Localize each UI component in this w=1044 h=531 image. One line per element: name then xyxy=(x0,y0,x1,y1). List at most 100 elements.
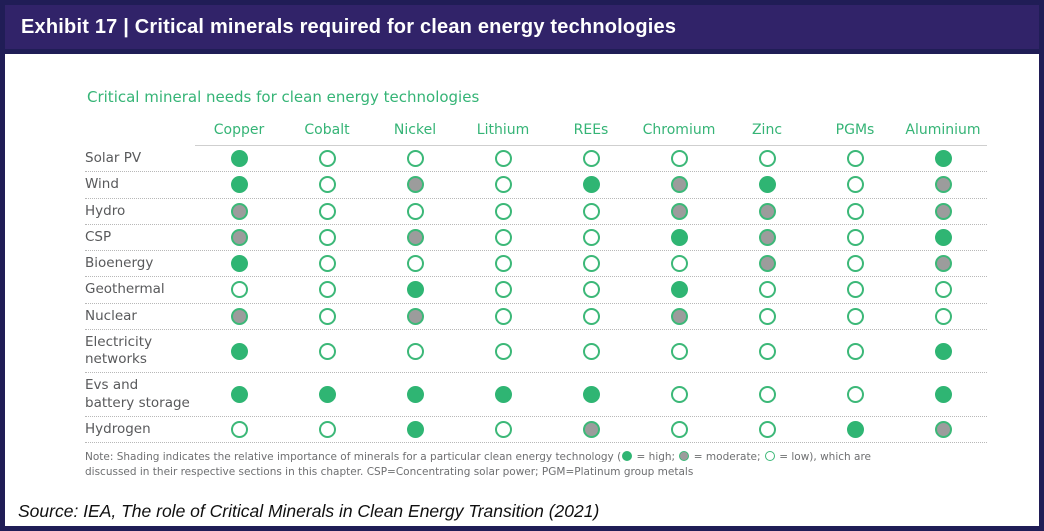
mineral-cell xyxy=(635,417,723,442)
mineral-cell xyxy=(547,172,635,197)
mineral-cell xyxy=(283,304,371,329)
mineral-cell xyxy=(723,225,811,250)
mineral-cell xyxy=(635,251,723,276)
mineral-cell xyxy=(459,339,547,364)
mineral-cell xyxy=(547,277,635,302)
table-row: Nuclear xyxy=(85,304,987,330)
mineral-cell xyxy=(899,146,987,171)
row-label: CSP xyxy=(85,225,195,250)
source-citation: Source: IEA, The role of Critical Minera… xyxy=(18,501,600,521)
low-dot xyxy=(758,386,776,404)
mineral-cell xyxy=(811,417,899,442)
low-dot xyxy=(758,421,776,439)
low-dot xyxy=(494,281,512,299)
mineral-cell xyxy=(723,339,811,364)
moderate-dot xyxy=(230,228,248,246)
low-dot xyxy=(582,342,600,360)
mineral-cell xyxy=(723,382,811,407)
mineral-cell xyxy=(283,382,371,407)
mineral-cell xyxy=(195,251,283,276)
mineral-cell xyxy=(283,251,371,276)
row-label: Evs and battery storage xyxy=(85,373,195,416)
moderate-dot xyxy=(934,421,952,439)
mineral-cell xyxy=(371,146,459,171)
mineral-cell xyxy=(811,172,899,197)
mineral-cell xyxy=(547,304,635,329)
low-dot xyxy=(230,421,248,439)
footnote-moderate-label: = moderate; xyxy=(690,451,764,464)
row-label-line: Electricity xyxy=(85,333,153,350)
high-dot xyxy=(582,176,600,194)
moderate-dot xyxy=(670,202,688,220)
legend-low-icon xyxy=(764,451,775,462)
mineral-cell xyxy=(459,225,547,250)
table-row: Bioenergy xyxy=(85,251,987,278)
mineral-cell xyxy=(547,199,635,224)
column-header-lithium: Lithium xyxy=(459,122,547,146)
mineral-cell xyxy=(195,172,283,197)
moderate-dot xyxy=(758,255,776,273)
low-dot xyxy=(934,281,952,299)
mineral-cell xyxy=(811,251,899,276)
high-dot xyxy=(670,228,688,246)
high-dot xyxy=(230,176,248,194)
mineral-cell xyxy=(195,339,283,364)
low-dot xyxy=(582,150,600,168)
mineral-cell xyxy=(195,225,283,250)
low-dot xyxy=(406,150,424,168)
mineral-cell xyxy=(899,172,987,197)
mineral-cell xyxy=(547,251,635,276)
mineral-cell xyxy=(283,199,371,224)
row-label: Solar PV xyxy=(85,146,195,171)
high-dot xyxy=(934,386,952,404)
high-dot xyxy=(846,421,864,439)
mineral-cell xyxy=(899,225,987,250)
mineral-cell xyxy=(547,382,635,407)
mineral-cell xyxy=(811,304,899,329)
mineral-cell xyxy=(723,172,811,197)
low-dot xyxy=(318,150,336,168)
mineral-cell xyxy=(371,225,459,250)
low-dot xyxy=(670,421,688,439)
mineral-cell xyxy=(723,277,811,302)
moderate-dot xyxy=(670,176,688,194)
low-dot xyxy=(846,342,864,360)
high-dot xyxy=(934,150,952,168)
mineral-cell xyxy=(811,225,899,250)
mineral-cell xyxy=(811,339,899,364)
column-header-copper: Copper xyxy=(195,122,283,146)
low-dot xyxy=(318,202,336,220)
table-row: CSP xyxy=(85,225,987,252)
column-header-chromium: Chromium xyxy=(635,122,723,146)
moderate-dot xyxy=(758,202,776,220)
mineral-cell xyxy=(723,304,811,329)
low-dot xyxy=(230,281,248,299)
low-dot xyxy=(758,150,776,168)
mineral-cell xyxy=(899,304,987,329)
high-dot xyxy=(934,228,952,246)
low-dot xyxy=(846,255,864,273)
mineral-cell xyxy=(283,146,371,171)
mineral-cell xyxy=(459,146,547,171)
mineral-cell xyxy=(635,146,723,171)
low-dot xyxy=(582,228,600,246)
mineral-cell xyxy=(371,251,459,276)
row-label: Geothermal xyxy=(85,277,195,302)
high-dot xyxy=(230,150,248,168)
mineral-cell xyxy=(899,339,987,364)
row-label-line: Nuclear xyxy=(85,307,137,324)
mineral-cell xyxy=(459,277,547,302)
row-label-line: Evs and xyxy=(85,377,139,394)
high-dot xyxy=(230,255,248,273)
low-dot xyxy=(494,228,512,246)
row-label-spacer xyxy=(85,130,195,138)
mineral-cell xyxy=(811,277,899,302)
matrix-header-row: Copper Cobalt Nickel Lithium REEs Chromium Zin… xyxy=(85,122,987,146)
legend-high-icon xyxy=(622,451,633,462)
row-label: Hydrogen xyxy=(85,417,195,442)
mineral-cell xyxy=(899,382,987,407)
low-dot xyxy=(318,342,336,360)
moderate-dot xyxy=(406,307,424,325)
mineral-cell xyxy=(459,304,547,329)
low-dot xyxy=(934,307,952,325)
